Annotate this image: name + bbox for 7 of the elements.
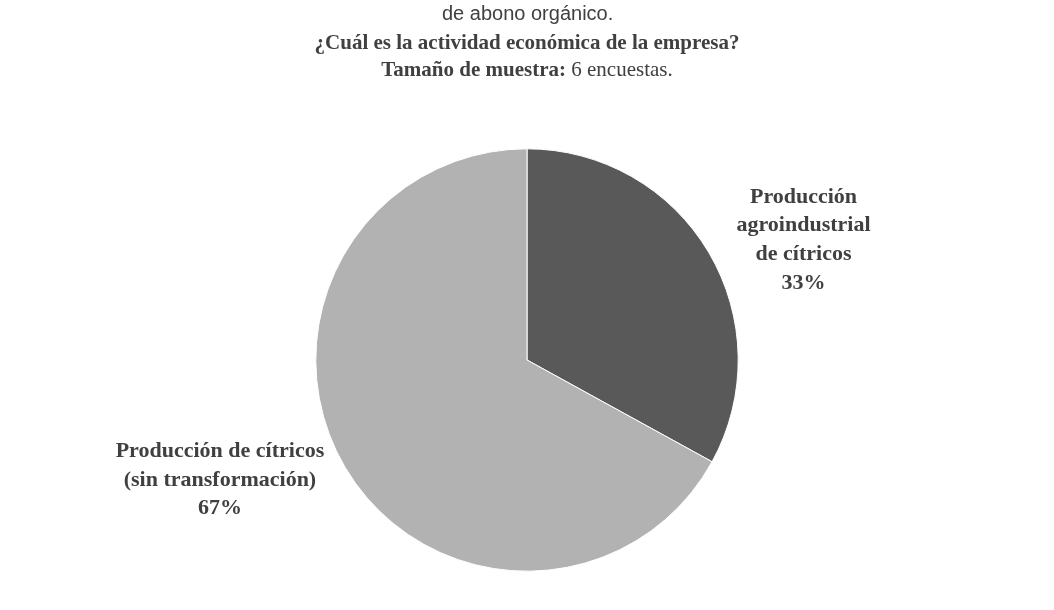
chart-title: ¿Cuál es la actividad económica de la empresa?	[314, 29, 740, 54]
chart-subtitle: Tamaño de muestra: 6 encuestas.	[381, 57, 673, 82]
data-label: 33%	[781, 268, 826, 294]
text: de abono orgánico.	[442, 2, 614, 24]
slice-label: Producción agroindustrial de cítricos	[736, 182, 871, 265]
slice-label: Producción de cítricos (sin transformación)	[115, 437, 325, 491]
data-label: 67%	[197, 494, 242, 520]
